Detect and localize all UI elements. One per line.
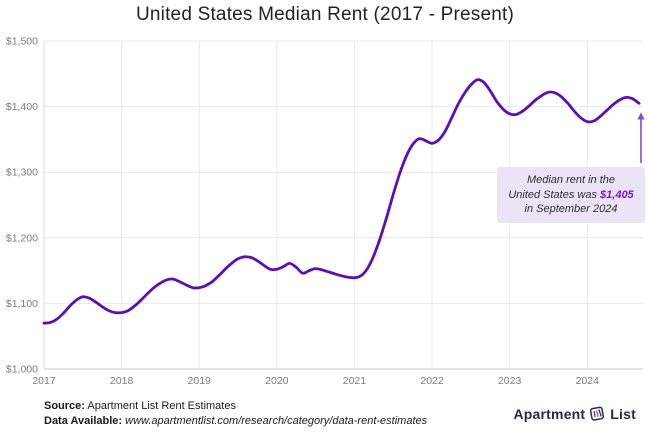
apartment-list-icon	[588, 404, 607, 423]
annotation-line1: Median rent in the	[526, 174, 616, 187]
y-tick-label: $1,400	[6, 101, 38, 113]
x-tick-label: 2023	[498, 375, 522, 387]
logo-word-apartment: Apartment	[513, 405, 586, 422]
x-tick-label: 2022	[420, 375, 444, 387]
x-tick-label: 2017	[32, 375, 56, 387]
data-available-url: www.apartmentlist.com/research/category/…	[122, 415, 428, 427]
y-tick-label: $1,500	[6, 36, 38, 48]
annotation-value: $1,405	[600, 188, 634, 201]
annotation-line2: United States was $1,405	[508, 188, 634, 201]
x-tick-label: 2020	[265, 375, 289, 387]
annotation-line3: in September 2024	[524, 203, 618, 216]
y-tick-label: $1,000	[6, 364, 38, 376]
annotation-arrow-head	[637, 112, 645, 120]
page-title: United States Median Rent (2017 - Presen…	[135, 4, 515, 25]
annotation-box: Median rent in the United States was $1,…	[497, 167, 645, 223]
source-line: Source: Apartment List Rent Estimates	[44, 400, 236, 412]
footer-credits: Source: Apartment List Rent Estimates Da…	[44, 399, 427, 429]
x-tick-label: 2024	[576, 375, 600, 387]
x-tick-label: 2018	[110, 375, 134, 387]
x-tick-label: 2019	[188, 375, 212, 387]
y-tick-label: $1,300	[6, 167, 38, 179]
median-rent-line	[42, 78, 641, 325]
data-available-line: Data Available: www.apartmentlist.com/re…	[44, 415, 428, 427]
y-tick-label: $1,200	[6, 232, 38, 244]
apartment-list-logo: Apartment List	[513, 404, 636, 423]
logo-word-list: List	[610, 405, 636, 422]
y-tick-label: $1,100	[6, 298, 38, 310]
x-tick-label: 2021	[343, 375, 367, 387]
